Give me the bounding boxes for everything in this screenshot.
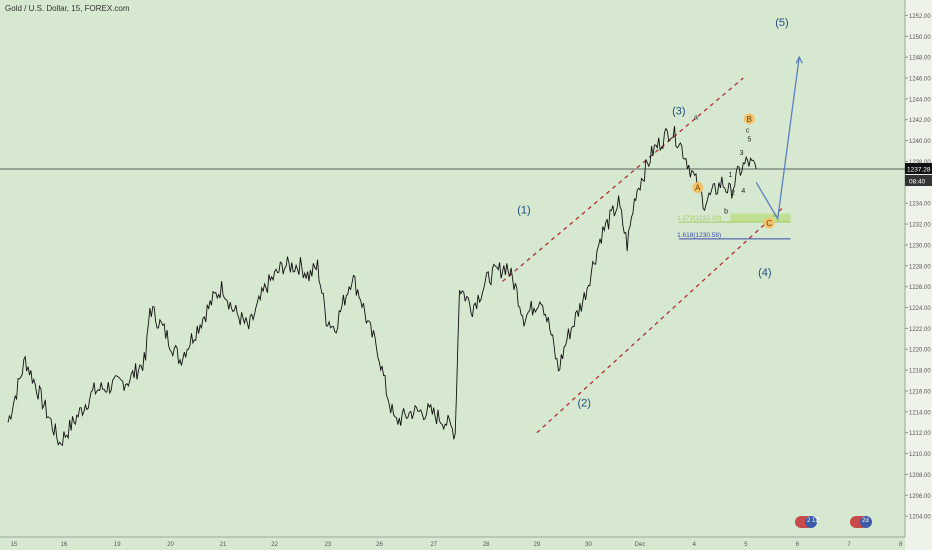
abc-label-badge — [763, 217, 775, 229]
price-tick-label: 1250.00 — [909, 35, 931, 41]
abc-label-badge — [692, 182, 704, 194]
price-tick-label: 1248.00 — [909, 56, 931, 62]
wave-label: (3) — [672, 106, 685, 118]
price-tick-label: 1210.00 — [909, 452, 931, 458]
subwave-label: 4 — [741, 188, 745, 195]
chart-title: Gold / U.S. Dollar, 15, FOREX.com — [5, 4, 130, 13]
price-tick-label: 1214.00 — [909, 410, 931, 416]
subwave-label: 1 — [728, 172, 732, 179]
price-tick-label: 1226.00 — [909, 285, 931, 291]
price-tick-label: 1238.00 — [909, 160, 931, 166]
wave-label: (1) — [517, 205, 530, 217]
channel-upper-line — [502, 77, 744, 282]
price-tick-label: 1216.00 — [909, 389, 931, 395]
economic-event-label: 2d — [862, 518, 869, 524]
price-tick-label: 1244.00 — [909, 97, 931, 103]
price-tick-label: 1232.00 — [909, 223, 931, 229]
subwave-label: b — [724, 209, 728, 216]
subwave-label: a — [694, 115, 698, 122]
abc-label: C — [766, 219, 772, 228]
price-tick-label: 1212.00 — [909, 431, 931, 437]
price-tick-label: 1218.00 — [909, 369, 931, 375]
economic-event-label: 2 12 — [807, 518, 819, 524]
price-tick-label: 1208.00 — [909, 473, 931, 479]
time-tick-label: 16 — [61, 542, 68, 548]
time-tick-label: 4 — [693, 542, 697, 548]
abc-label-badge — [743, 113, 755, 125]
price-tick-label: 1242.00 — [909, 118, 931, 124]
time-tick-label: 29 — [534, 542, 541, 548]
economic-event-flag-icon — [805, 516, 817, 528]
price-tick-label: 1204.00 — [909, 515, 931, 521]
wave-label: (4) — [758, 267, 771, 279]
time-tick-label: 28 — [483, 542, 490, 548]
fib-zone-fill — [730, 213, 791, 222]
wave-label: (2) — [577, 398, 590, 410]
price-tick-label: 1222.00 — [909, 327, 931, 333]
countdown-tag — [905, 174, 932, 186]
time-tick-label: 6 — [796, 542, 800, 548]
time-tick-label: 23 — [325, 542, 332, 548]
time-tick-label: 26 — [376, 542, 383, 548]
price-tick-label: 1220.00 — [909, 348, 931, 354]
abc-label: B — [747, 115, 752, 124]
fib-level-label: 1.618(1230.58) — [677, 232, 721, 239]
subwave-label: 5 — [747, 137, 751, 144]
time-tick-label: 20 — [167, 542, 174, 548]
price-tick-label: 1246.00 — [909, 77, 931, 83]
time-tick-label: 22 — [271, 542, 278, 548]
time-tick-label: 7 — [847, 542, 851, 548]
abc-label: A — [695, 184, 701, 193]
time-tick-label: 21 — [220, 542, 227, 548]
price-tick-label: 1234.00 — [909, 202, 931, 208]
wave-label: (5) — [775, 17, 788, 29]
price-tick-label: 1224.00 — [909, 306, 931, 312]
fib-level-label: 1.272(1232.20) — [677, 215, 721, 222]
price-axis-panel — [905, 0, 932, 550]
price-tick-label: 1240.00 — [909, 139, 931, 145]
time-tick-label: 19 — [114, 542, 121, 548]
time-tick-label: 27 — [430, 542, 437, 548]
price-tick-label: 1206.00 — [909, 494, 931, 500]
countdown-value: 08:40 — [909, 178, 926, 185]
subwave-label: 3 — [740, 150, 744, 157]
channel-lower-line — [536, 207, 783, 434]
price-tick-label: 1252.00 — [909, 14, 931, 20]
current-price-tag — [905, 162, 932, 174]
subwave-label: c — [746, 127, 750, 134]
price-series-line — [7, 125, 757, 447]
current-price-value: 1237.28 — [907, 166, 931, 173]
price-tick-label: 1230.00 — [909, 243, 931, 249]
time-tick-label: 5 — [744, 542, 748, 548]
price-tick-label: 1228.00 — [909, 264, 931, 270]
projection-path — [755, 57, 800, 221]
subwave-label: 2 — [731, 190, 735, 197]
projection-arrowhead — [795, 55, 803, 64]
time-tick-label: 8 — [899, 542, 903, 548]
time-tick-label: Dec — [635, 542, 646, 548]
time-tick-label: 30 — [585, 542, 592, 548]
time-tick-label: 15 — [11, 542, 18, 548]
economic-event-flag-icon — [860, 516, 872, 528]
